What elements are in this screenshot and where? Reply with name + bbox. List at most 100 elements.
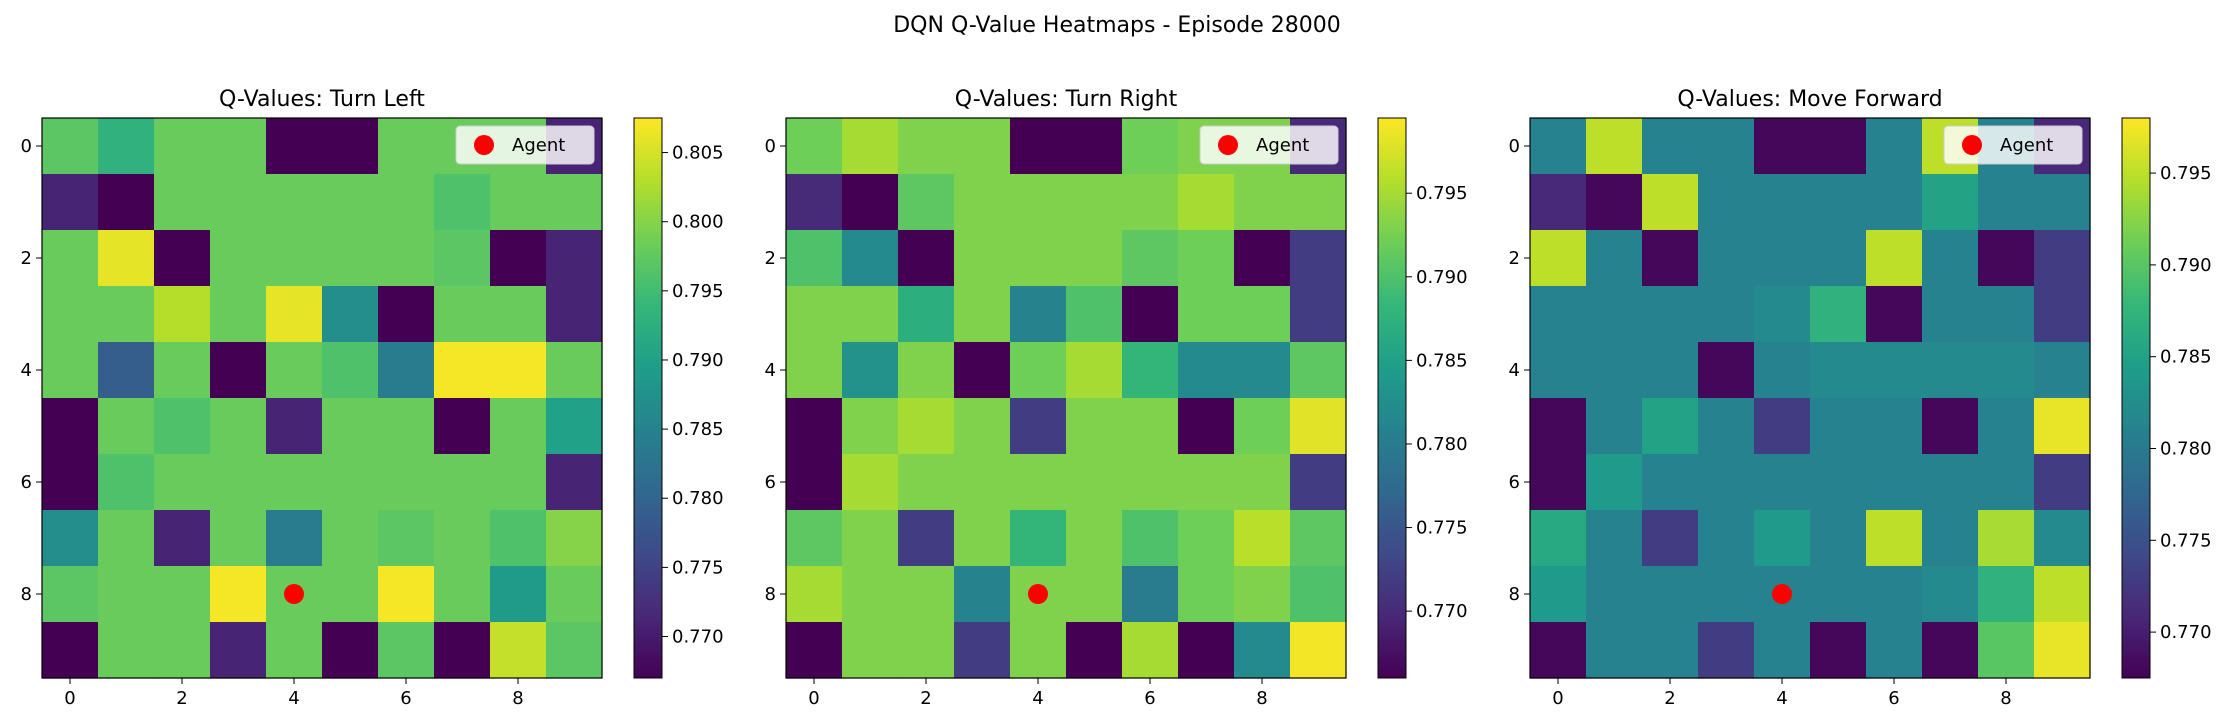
heatmap-cell	[322, 622, 379, 679]
heatmap-cell	[1586, 622, 1643, 679]
heatmap-cell	[1586, 566, 1643, 623]
heatmap-cell	[490, 286, 547, 343]
heatmap-cell	[378, 230, 435, 287]
heatmap-cell	[1290, 398, 1347, 455]
heatmap-cell	[266, 230, 323, 287]
heatmap-cell	[1698, 510, 1755, 567]
heatmap-cell	[1810, 230, 1867, 287]
heatmap-cell	[2034, 286, 2091, 343]
heatmap-cell	[154, 118, 211, 175]
heatmap-cell	[898, 454, 955, 511]
heatmap-cell	[1978, 342, 2035, 399]
heatmap-cell	[1642, 230, 1699, 287]
heatmap-cell	[1066, 118, 1123, 175]
heatmap-cell	[434, 622, 491, 679]
axes-frame	[41, 117, 603, 679]
heatmap-cell	[842, 566, 899, 623]
heatmap-cell	[1122, 118, 1179, 175]
heatmap-cell	[378, 510, 435, 567]
heatmap-cell	[434, 566, 491, 623]
heatmap-cell	[1922, 286, 1979, 343]
y-tick-label: 2	[1509, 248, 1520, 269]
heatmap-cell	[786, 174, 843, 231]
heatmap-cell	[1234, 510, 1291, 567]
heatmap-cell	[1530, 342, 1587, 399]
heatmap-cell	[1754, 342, 1811, 399]
heatmap-cell	[2034, 454, 2091, 511]
colorbar-tick-label: 0.800	[672, 212, 724, 233]
heatmap-cell	[1642, 454, 1699, 511]
heatmap-panel-1: 0 2 4 6 8 0 2 4 6 8 Agent 0.770 0.775 0.780 0.785 0.790…	[765, 117, 1468, 709]
heatmap-cell	[378, 398, 435, 455]
heatmap-cell	[786, 230, 843, 287]
legend-box	[455, 125, 595, 165]
agent-marker	[1028, 584, 1048, 604]
heatmap-cell	[546, 566, 603, 623]
heatmap-cell	[1978, 622, 2035, 679]
heatmap-cell	[1978, 398, 2035, 455]
heatmap-cell	[434, 174, 491, 231]
y-tick-label: 4	[765, 360, 776, 381]
heatmap-cell	[2034, 174, 2091, 231]
heatmap-cell	[1010, 398, 1067, 455]
heatmap-cell	[322, 454, 379, 511]
legend-agent-marker	[474, 135, 494, 155]
colorbar-tick-label: 0.775	[672, 557, 724, 578]
heatmap-cell	[1922, 174, 1979, 231]
y-tick-label: 8	[765, 584, 776, 605]
heatmap-cell	[1866, 398, 1923, 455]
heatmap-cell	[786, 566, 843, 623]
x-tick-label: 8	[1256, 688, 1267, 709]
heatmap-cell	[1698, 454, 1755, 511]
heatmap-cell	[898, 566, 955, 623]
heatmap-cell	[842, 342, 899, 399]
heatmap-cell	[954, 566, 1011, 623]
legend-box	[1199, 125, 1339, 165]
heatmap-cell	[490, 230, 547, 287]
heatmap-cell	[98, 454, 155, 511]
heatmap-cell	[42, 398, 99, 455]
heatmap-cell	[786, 286, 843, 343]
heatmap-cell	[786, 454, 843, 511]
heatmap-cell	[1530, 230, 1587, 287]
heatmap-cell	[898, 118, 955, 175]
heatmap-cell	[1866, 118, 1923, 175]
x-tick-label: 2	[1664, 688, 1675, 709]
heatmap-cell	[2034, 342, 2091, 399]
heatmap-cell	[1698, 342, 1755, 399]
heatmap-cell	[842, 174, 899, 231]
y-tick-label: 6	[765, 472, 776, 493]
heatmap-cell	[842, 510, 899, 567]
heatmap-cell	[1922, 510, 1979, 567]
heatmap-cell	[210, 510, 267, 567]
x-tick-label: 6	[1888, 688, 1899, 709]
colorbar	[1377, 117, 1407, 679]
heatmap-panel-2: 0 2 4 6 8 0 2 4 6 8 Agent 0.770 0.775 0.780 0.785 0.790…	[1509, 117, 2212, 709]
y-tick-label: 0	[21, 136, 32, 157]
heatmap-cell	[266, 622, 323, 679]
heatmap-cell	[1642, 286, 1699, 343]
heatmap-cell	[1810, 398, 1867, 455]
colorbar-tick-label: 0.770	[672, 627, 724, 648]
heatmap-cell	[786, 510, 843, 567]
heatmap-cell	[954, 174, 1011, 231]
heatmap-cell	[1010, 622, 1067, 679]
y-tick-label: 0	[1509, 136, 1520, 157]
heatmap-cell	[898, 510, 955, 567]
heatmap-cell	[954, 230, 1011, 287]
heatmap-cell	[434, 454, 491, 511]
panel-title: Q-Values: Move Forward	[1677, 87, 1942, 112]
heatmap-cell	[1290, 510, 1347, 567]
heatmap-cell	[1234, 230, 1291, 287]
heatmap-panel-0: 0 2 4 6 8 0 2 4 6 8 Agent 0.770 0.775 0.780 0.785 0.790…	[21, 117, 724, 709]
heatmap-cell	[1122, 398, 1179, 455]
heatmap-cell	[1178, 510, 1235, 567]
heatmap-cell	[898, 398, 955, 455]
heatmap-cell	[266, 174, 323, 231]
heatmap-cell	[210, 398, 267, 455]
heatmap-cell	[210, 566, 267, 623]
heatmap-cell	[1066, 454, 1123, 511]
heatmap-cell	[98, 510, 155, 567]
legend-box	[1943, 125, 2083, 165]
heatmap-cell	[434, 230, 491, 287]
